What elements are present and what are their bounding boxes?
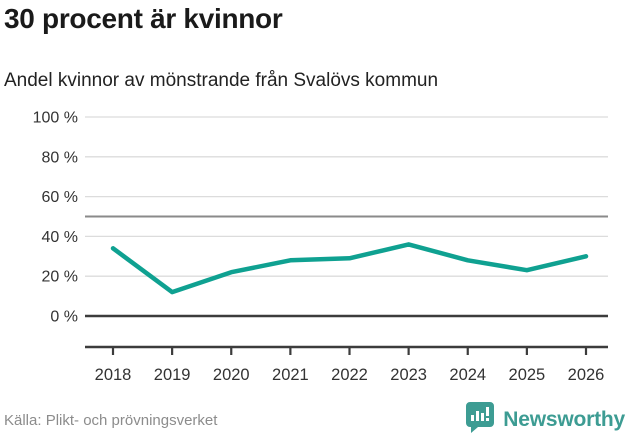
y-tick-label: 40 % <box>42 229 78 246</box>
x-tick-label: 2018 <box>95 366 132 384</box>
y-tick-label: 0 % <box>50 309 78 326</box>
chart-subtitle: Andel kvinnor av mönstrande från Svalövs… <box>4 70 439 91</box>
source-note: Källa: Plikt- och prövningsverket <box>4 412 218 429</box>
y-tick-label: 20 % <box>42 269 78 286</box>
x-tick-label: 2022 <box>331 366 368 384</box>
bar-chart-speech-bubble-icon <box>465 401 495 439</box>
y-tick-label: 80 % <box>42 149 78 166</box>
newsworthy-logo: Newsworthy <box>465 401 625 439</box>
page-title: 30 procent är kvinnor <box>4 3 283 34</box>
x-tick-label: 2020 <box>213 366 250 384</box>
line-series <box>110 242 589 295</box>
x-tick-label: 2021 <box>272 366 309 384</box>
x-tick-label: 2026 <box>568 366 605 384</box>
line-chart: 2018 2019 2020 2021 2022 2023 2024 2025 2026 0 % 2… <box>0 108 631 393</box>
brand-name: Newsworthy <box>503 408 625 431</box>
y-tick-label: 60 % <box>42 189 78 206</box>
y-tick-label: 100 % <box>33 110 78 127</box>
x-tick-label: 2025 <box>509 366 546 384</box>
x-tick-label: 2019 <box>154 366 191 384</box>
x-tick-label: 2023 <box>390 366 427 384</box>
x-tick-label: 2024 <box>449 366 486 384</box>
